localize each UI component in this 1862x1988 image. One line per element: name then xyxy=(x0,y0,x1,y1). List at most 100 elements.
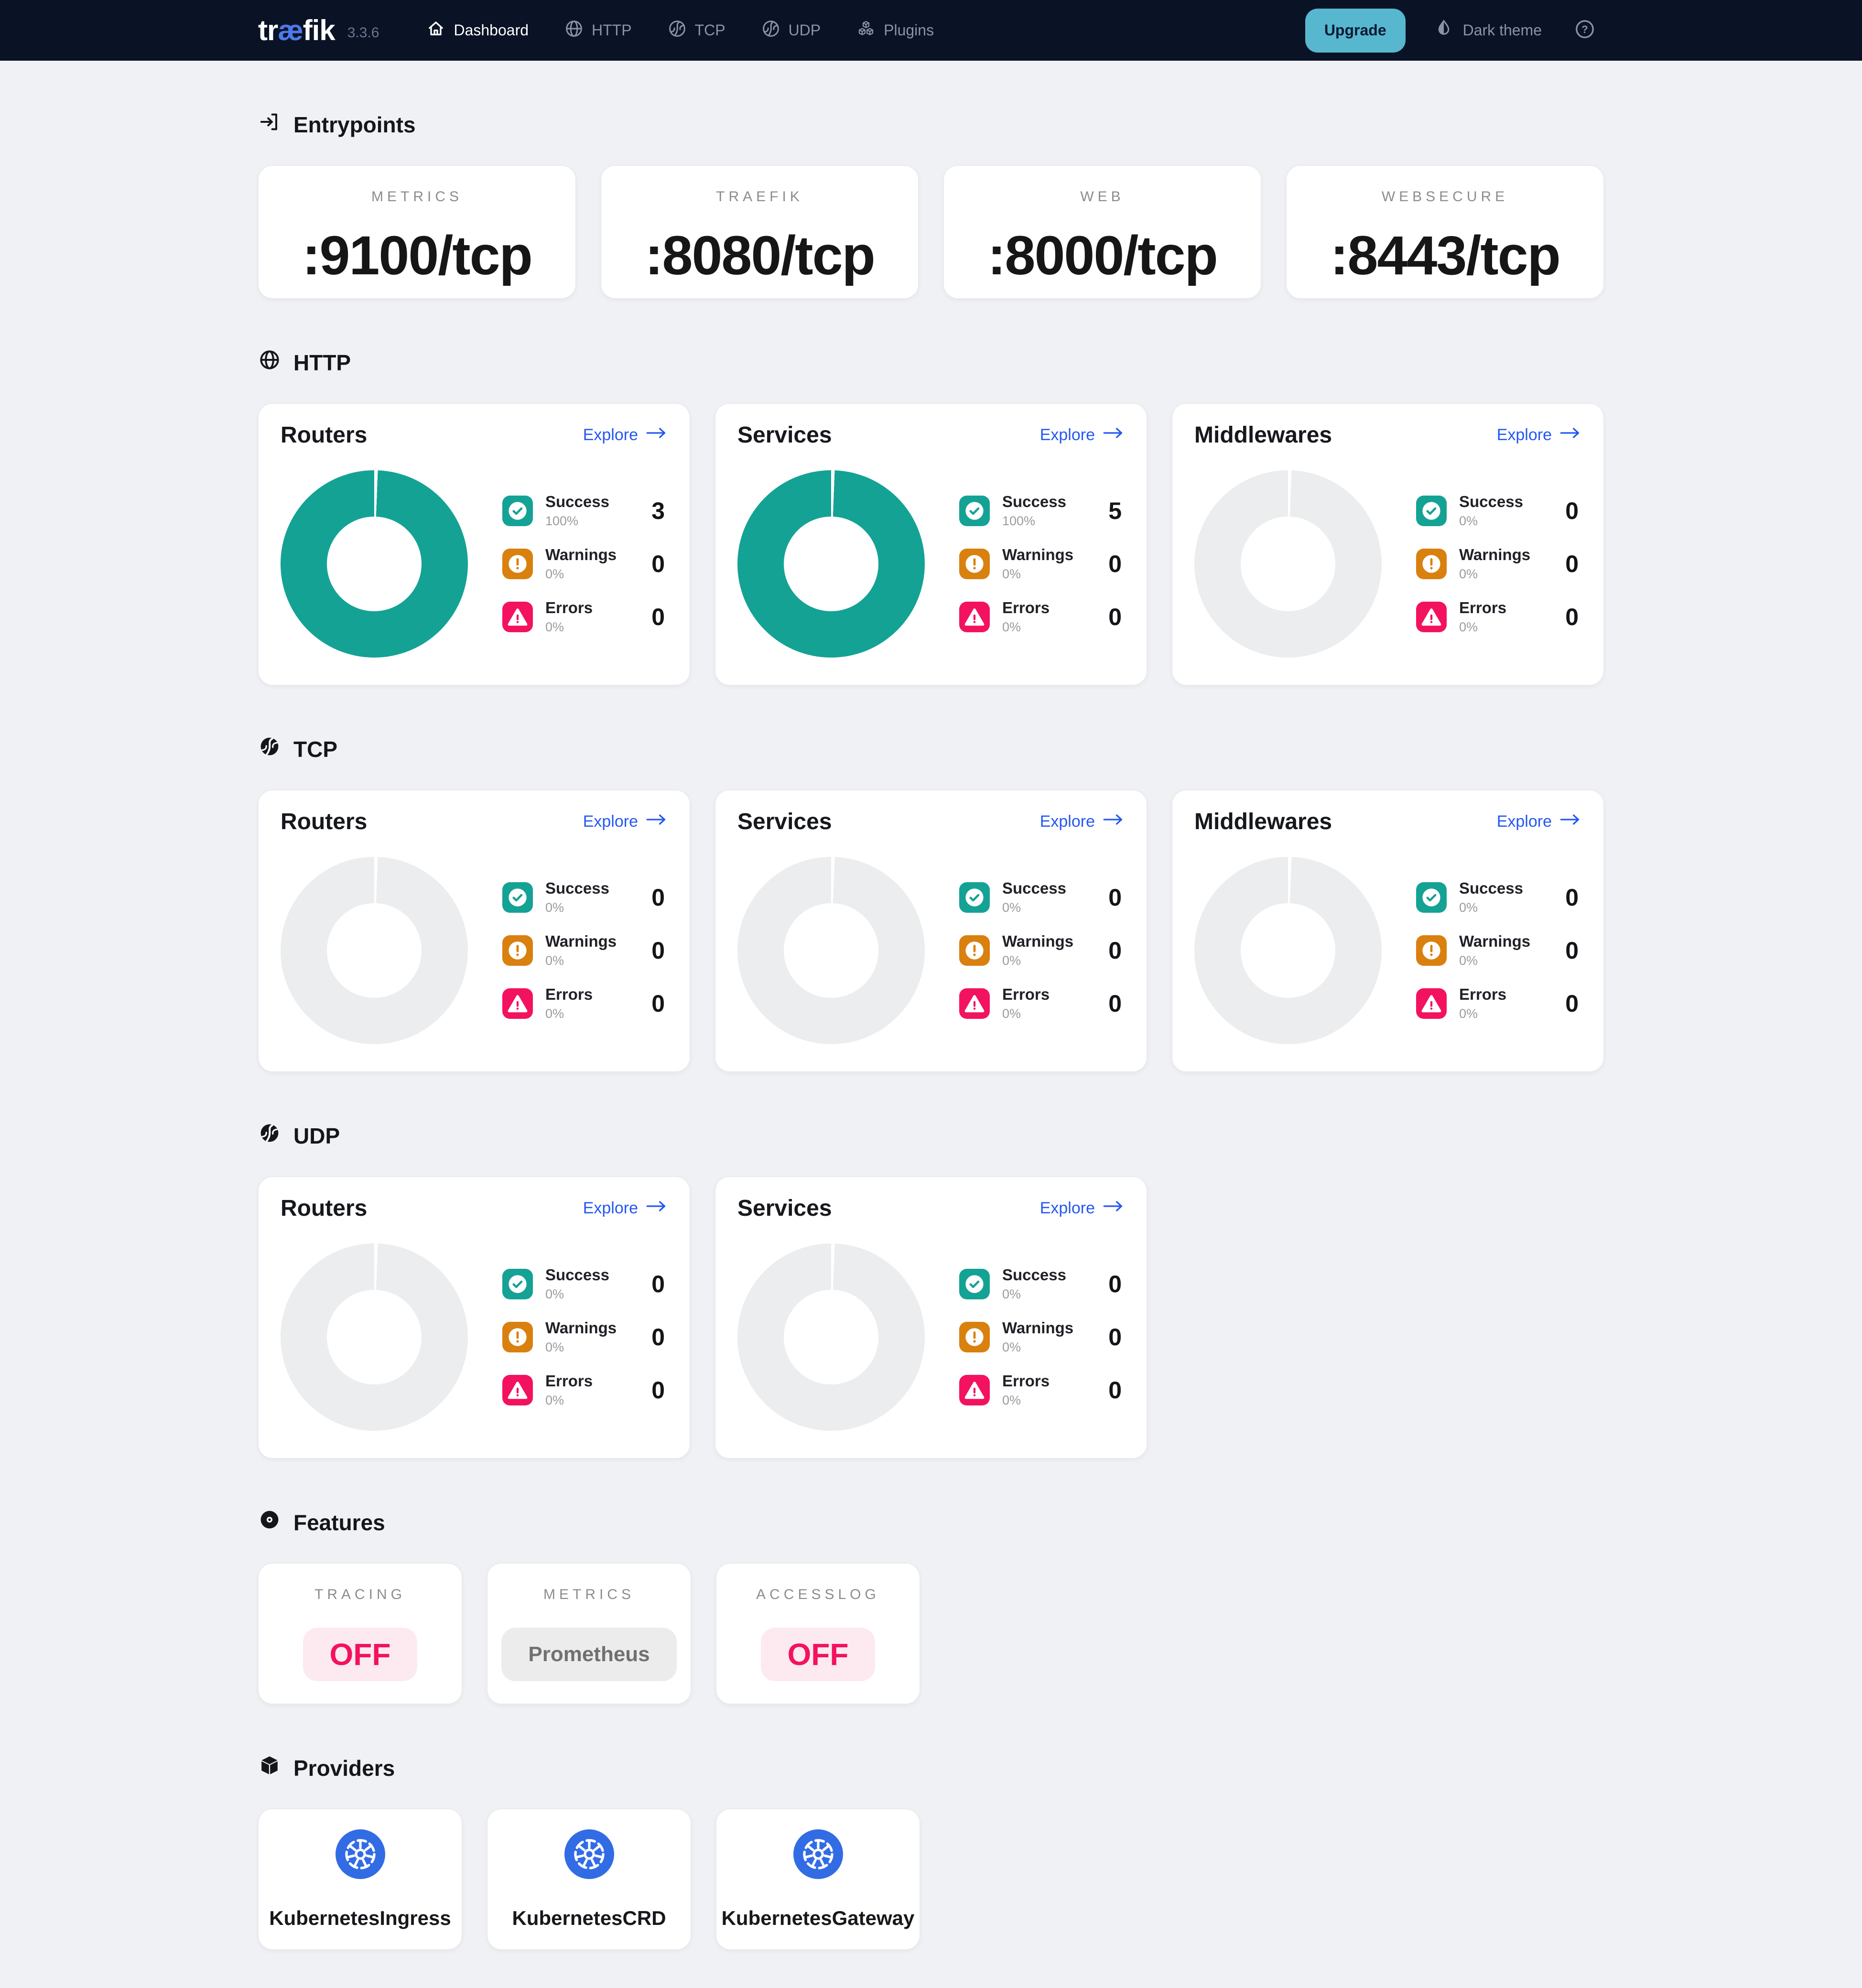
donut-hole xyxy=(327,903,422,998)
explore-label: Explore xyxy=(1039,1199,1095,1217)
card-body: Success 0% 0 Warnings 0% 0 Err xyxy=(281,1234,668,1440)
stat-row-warnings: Warnings 0% 0 xyxy=(502,546,668,582)
stat-label: Success xyxy=(545,879,609,897)
stat-value: 0 xyxy=(1565,990,1579,1017)
arrow-right-icon xyxy=(1559,426,1581,444)
features-header: Features xyxy=(258,1508,1604,1536)
donut-hole xyxy=(1241,903,1335,998)
nav-item-plugins[interactable]: Plugins xyxy=(856,19,934,43)
provider-name: KubernetesCRD xyxy=(512,1907,666,1929)
stat-label: Errors xyxy=(1459,599,1507,616)
entrypoint-port: :8443/tcp xyxy=(1330,225,1561,286)
card-header: Middlewares Explore xyxy=(1194,422,1581,448)
warning-icon xyxy=(959,548,990,579)
stats-list: Success 0% 0 Warnings 0% 0 Err xyxy=(1416,493,1581,635)
provider-name: KubernetesGateway xyxy=(721,1907,915,1929)
udp-header: UDP xyxy=(258,1122,1604,1150)
explore-link[interactable]: Explore xyxy=(1040,1199,1125,1218)
stat-row-warnings: Warnings 0% 0 xyxy=(502,932,668,968)
nav-item-dashboard[interactable]: Dashboard xyxy=(426,19,529,43)
globe-icon xyxy=(564,19,584,43)
card-title: Services xyxy=(737,422,832,448)
explore-link[interactable]: Explore xyxy=(583,812,668,831)
stat-text: Warnings 0% xyxy=(545,546,617,582)
donut-hole xyxy=(784,516,878,611)
stat-percent: 0% xyxy=(1459,514,1478,528)
ball-icon xyxy=(761,19,781,43)
stat-value: 5 xyxy=(1108,497,1122,524)
disc-icon xyxy=(258,1508,281,1536)
ball-icon xyxy=(258,735,281,763)
nav-item-udp[interactable]: UDP xyxy=(761,19,821,43)
section-title: Providers xyxy=(293,1755,395,1781)
entrypoint-card: WEBSECURE :8443/tcp xyxy=(1286,165,1604,299)
explore-link[interactable]: Explore xyxy=(1040,426,1125,444)
arrow-right-icon xyxy=(1103,426,1125,444)
card-body: Success 0% 0 Warnings 0% 0 Err xyxy=(737,1234,1125,1440)
upgrade-button[interactable]: Upgrade xyxy=(1305,8,1406,53)
stat-text: Errors 0% xyxy=(1459,599,1506,635)
traefik-logo[interactable]: træfik xyxy=(258,14,336,47)
nav-item-http[interactable]: HTTP xyxy=(564,19,632,43)
stats-list: Success 0% 0 Warnings 0% 0 Err xyxy=(959,1266,1125,1408)
theme-toggle[interactable]: Dark theme xyxy=(1433,18,1542,43)
stat-percent: 0% xyxy=(545,620,564,634)
stat-value: 0 xyxy=(1108,990,1122,1017)
explore-link[interactable]: Explore xyxy=(1497,812,1581,831)
udp-section: UDP Routers Explore Success 0% 0 xyxy=(258,1122,1604,1459)
stat-text: Warnings 0% xyxy=(545,1319,617,1355)
donut-chart xyxy=(281,470,468,658)
cubes-icon xyxy=(856,19,876,43)
explore-link[interactable]: Explore xyxy=(1040,812,1125,831)
stat-row-errors: Errors 0% 0 xyxy=(502,599,668,635)
stat-percent: 0% xyxy=(1002,1006,1021,1021)
arrow-right-icon xyxy=(646,1199,668,1218)
stat-row-success: Success 100% 5 xyxy=(959,493,1125,529)
metrics-card: Services Explore Success 100% 5 xyxy=(715,403,1147,685)
error-icon xyxy=(1416,988,1447,1019)
entrypoint-card: WEB :8000/tcp xyxy=(943,165,1261,299)
section-title: Features xyxy=(293,1510,385,1535)
stat-label: Errors xyxy=(1002,1372,1050,1390)
explore-link[interactable]: Explore xyxy=(583,426,668,444)
stat-text: Errors 0% xyxy=(1002,985,1050,1021)
card-body: Success 100% 5 Warnings 0% 0 E xyxy=(737,461,1125,667)
warning-icon xyxy=(502,1321,533,1352)
explore-label: Explore xyxy=(583,1199,638,1217)
card-header: Routers Explore xyxy=(281,422,668,448)
stat-value: 0 xyxy=(651,1376,665,1404)
explore-link[interactable]: Explore xyxy=(1497,426,1581,444)
stat-row-warnings: Warnings 0% 0 xyxy=(959,1319,1125,1355)
stat-percent: 0% xyxy=(1459,620,1478,634)
card-title: Middlewares xyxy=(1194,809,1332,834)
stat-value: 0 xyxy=(1108,550,1122,577)
metrics-card: Routers Explore Success 0% 0 xyxy=(258,790,690,1072)
entrypoint-port: :9100/tcp xyxy=(302,225,533,286)
feature-card: ACCESSLOG OFF xyxy=(716,1563,920,1704)
stat-text: Success 0% xyxy=(1002,1266,1066,1302)
stat-row-errors: Errors 0% 0 xyxy=(1416,599,1581,635)
donut-chart xyxy=(737,856,925,1044)
nav-item-label: UDP xyxy=(788,22,821,39)
explore-link[interactable]: Explore xyxy=(583,1199,668,1218)
stat-percent: 0% xyxy=(545,953,564,968)
stat-label: Warnings xyxy=(1459,932,1531,950)
stats-list: Success 100% 3 Warnings 0% 0 E xyxy=(502,493,668,635)
entrypoint-card: TRAEFIK :8080/tcp xyxy=(601,165,919,299)
error-icon xyxy=(502,1374,533,1405)
nav-item-tcp[interactable]: TCP xyxy=(667,19,725,43)
stat-percent: 100% xyxy=(1002,514,1036,528)
stat-row-warnings: Warnings 0% 0 xyxy=(1416,932,1581,968)
stat-label: Success xyxy=(545,493,609,510)
stat-percent: 0% xyxy=(1002,567,1021,581)
nav-item-label: TCP xyxy=(694,22,725,39)
donut-chart xyxy=(1194,856,1382,1044)
stat-value: 0 xyxy=(651,603,665,630)
stat-percent: 0% xyxy=(1002,953,1021,968)
stat-label: Success xyxy=(1002,1266,1066,1284)
success-icon xyxy=(1416,882,1447,913)
help-button[interactable]: ? xyxy=(1573,18,1596,43)
stat-label: Errors xyxy=(545,985,593,1003)
stat-text: Success 0% xyxy=(545,1266,609,1302)
explore-label: Explore xyxy=(1496,426,1552,444)
